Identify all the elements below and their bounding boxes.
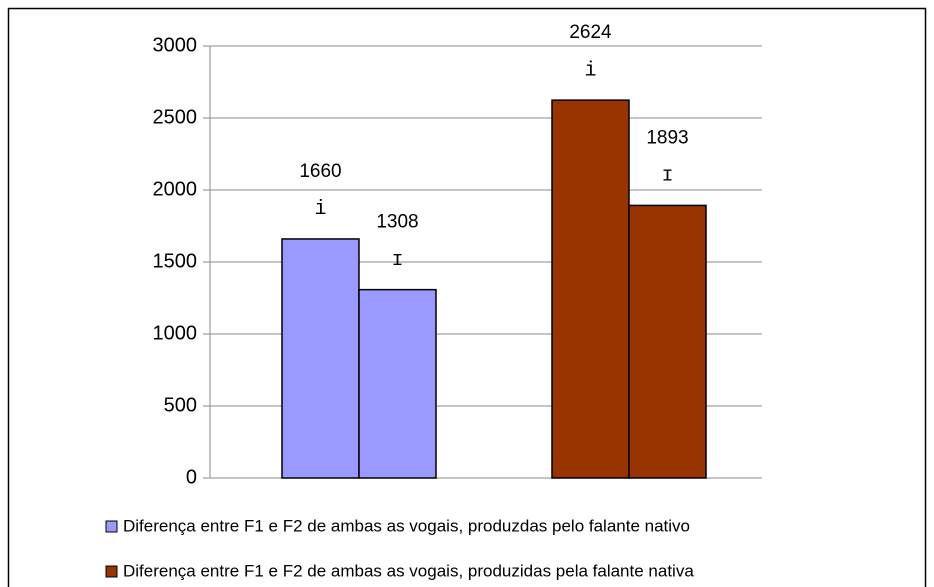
legend-swatch	[105, 520, 118, 533]
value-label: 2624	[569, 22, 612, 43]
y-tick-label: 1000	[153, 322, 198, 344]
bar-category-label: ɪ	[391, 249, 403, 272]
value-label: 1308	[376, 212, 418, 233]
legend-swatch	[105, 565, 118, 578]
y-tick-label: 2500	[153, 106, 198, 128]
bar-category-label: i	[584, 59, 596, 82]
y-tick-label: 3000	[153, 34, 198, 56]
legend-label: Diferença entre F1 e F2 de ambas as voga…	[123, 561, 694, 580]
y-tick-label: 500	[164, 394, 197, 416]
bar	[281, 238, 360, 479]
value-label: 1660	[299, 161, 341, 182]
y-tick-label: 2000	[153, 178, 198, 200]
bar	[358, 288, 437, 479]
y-tick-label: 1500	[153, 250, 198, 272]
value-label: 1893	[646, 127, 688, 148]
chart-frame	[7, 7, 927, 587]
legend-label: Diferença entre F1 e F2 de ambas as voga…	[123, 516, 690, 535]
bar	[628, 204, 707, 479]
y-tick-label: 0	[186, 466, 197, 488]
bar-category-label: i	[314, 198, 326, 221]
bar-category-label: ɪ	[661, 165, 673, 188]
bar	[551, 99, 630, 479]
